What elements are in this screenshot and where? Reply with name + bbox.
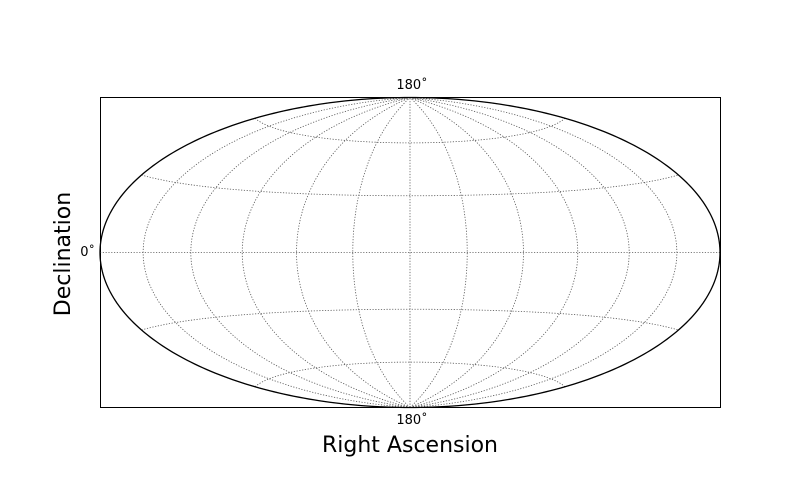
x-axis-label: Right Ascension: [322, 433, 498, 458]
tick-label-top: 180˚: [396, 77, 427, 93]
parallel-line: [254, 117, 566, 144]
parallel-line: [254, 361, 566, 388]
tick-label-bottom: 180˚: [396, 412, 427, 428]
meridian-line: [241, 97, 411, 408]
meridian-line: [409, 97, 468, 408]
meridian-line: [409, 97, 678, 408]
meridian-line: [190, 97, 411, 408]
parallel-line: [141, 174, 679, 197]
meridian-line: [409, 97, 630, 408]
meridian-line: [352, 97, 411, 408]
meridian-line: [409, 97, 579, 408]
projection-boundary: [99, 96, 721, 409]
tick-label-left: 0˚: [80, 244, 95, 260]
y-axis-label: Declination: [51, 192, 76, 316]
meridian-line: [142, 97, 411, 408]
